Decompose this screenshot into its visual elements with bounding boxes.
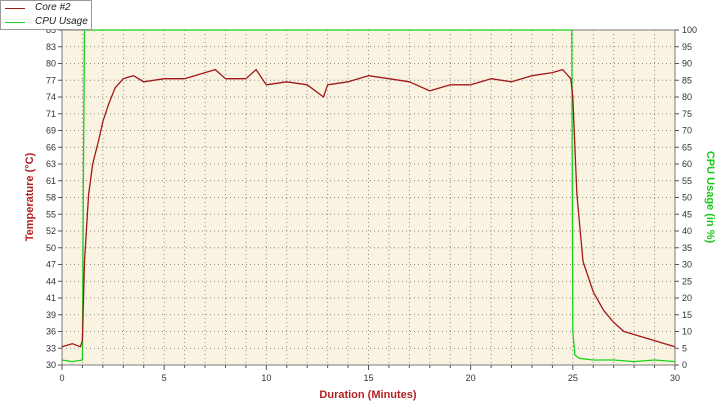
y-tick-label-left: 58: [46, 193, 56, 203]
y-tick-label-right: 95: [682, 42, 692, 52]
y-tick-label-right: 40: [682, 226, 692, 236]
y-tick-label-right: 5: [682, 343, 687, 353]
y-tick-label-right: 85: [682, 75, 692, 85]
y-tick-label-left: 61: [46, 176, 56, 186]
y-tick-label-left: 41: [46, 293, 56, 303]
y-tick-label-left: 50: [46, 243, 56, 253]
y-tick-label-left: 39: [46, 310, 56, 320]
y-tick-label-left: 77: [46, 75, 56, 85]
y-tick-label-right: 90: [682, 59, 692, 69]
y-tick-label-right: 50: [682, 193, 692, 203]
y-tick-label-left: 69: [46, 126, 56, 136]
series-layer: [61, 29, 676, 363]
y-tick-label-right: 80: [682, 92, 692, 102]
y-tick-label-right: 45: [682, 209, 692, 219]
y-tick-label-left: 85: [46, 25, 56, 35]
x-tick-label: 5: [162, 373, 167, 383]
y-tick-label-left: 36: [46, 327, 56, 337]
x-tick-label: 10: [261, 373, 271, 383]
y-tick-label-left: 66: [46, 142, 56, 152]
y-tick-label-right: 65: [682, 142, 692, 152]
series-line-core-2: [61, 68, 676, 348]
y-tick-label-right: 75: [682, 109, 692, 119]
legend-swatch-cpu: [5, 22, 25, 23]
legend-swatch-core: [5, 8, 25, 9]
y-tick-label-right: 25: [682, 276, 692, 286]
y-tick-label-right: 30: [682, 260, 692, 270]
y-tick-label-left: 47: [46, 260, 56, 270]
y-tick-label-left: 55: [46, 209, 56, 219]
y-tick-label-right: 55: [682, 176, 692, 186]
x-axis-label: Duration (Minutes): [319, 389, 416, 401]
legend-label-core: Core #2: [35, 2, 71, 13]
y-tick-label-right: 20: [682, 293, 692, 303]
legend-item-core: Core #2: [1, 1, 91, 15]
y-tick-label-left: 74: [46, 92, 56, 102]
x-tick-label: 25: [568, 373, 578, 383]
legend-item-cpu: CPU Usage: [1, 15, 91, 29]
y-tick-label-left: 52: [46, 226, 56, 236]
y-tick-label-left: 71: [46, 109, 56, 119]
y-tick-label-left: 30: [46, 360, 56, 370]
legend: Core #2 CPU Usage: [0, 0, 92, 30]
x-tick-label: 15: [363, 373, 373, 383]
y-tick-label-left: 33: [46, 343, 56, 353]
y-tick-label-right: 0: [682, 360, 687, 370]
y-tick-label-right: 35: [682, 243, 692, 253]
y-tick-label-left: 83: [46, 42, 56, 52]
series-line-cpu-usage: [61, 29, 676, 363]
y-axis-label-right: CPU Usage (in %): [704, 151, 716, 244]
y-tick-label-left: 44: [46, 276, 56, 286]
y-axis-label-left: Temperature (°C): [24, 152, 36, 241]
x-tick-label: 20: [466, 373, 476, 383]
legend-label-cpu: CPU Usage: [35, 16, 88, 27]
y-tick-label-right: 100: [682, 25, 697, 35]
x-tick-label: 30: [670, 373, 680, 383]
y-tick-label-right: 15: [682, 310, 692, 320]
y-tick-label-left: 80: [46, 59, 56, 69]
y-tick-label-right: 60: [682, 159, 692, 169]
y-tick-label-right: 70: [682, 126, 692, 136]
y-tick-label-right: 10: [682, 327, 692, 337]
x-tick-label: 0: [59, 373, 64, 383]
y-tick-label-left: 63: [46, 159, 56, 169]
